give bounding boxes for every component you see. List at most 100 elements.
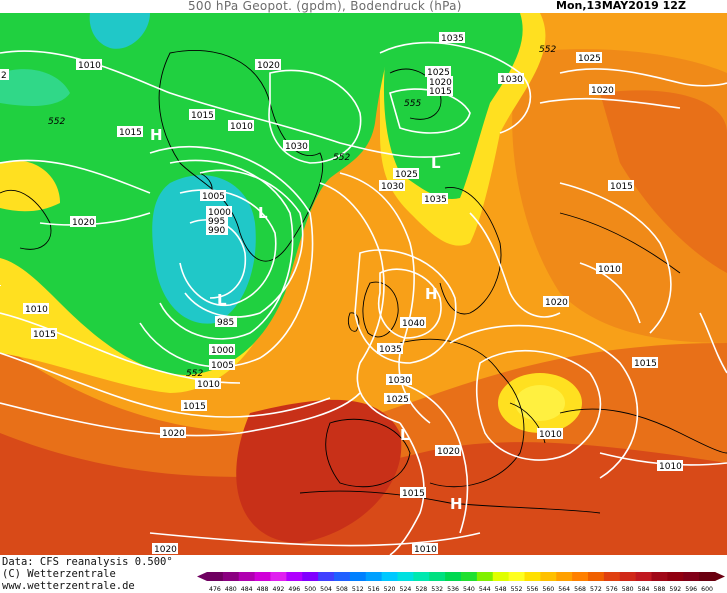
data-source-label: Data: CFS reanalysis 0.500° <box>2 556 173 568</box>
africa-coast <box>299 490 601 514</box>
isobar-label: 1010 <box>0 285 1 286</box>
field-band-588 <box>236 399 402 543</box>
svg-text:1035: 1035 <box>379 345 402 355</box>
isobar-line <box>559 182 672 334</box>
colorbar-swatch <box>588 572 605 581</box>
svg-text:1020: 1020 <box>429 78 452 88</box>
colorbar-swatch <box>445 572 462 581</box>
website-link[interactable]: www.wetterzentrale.de <box>2 580 135 592</box>
svg-text:1020: 1020 <box>437 447 460 457</box>
colorbar-swatch <box>334 572 351 581</box>
colorbar-tick-label: 544 <box>479 586 491 593</box>
map-date: Mon,13MAY2019 12Z <box>556 0 686 12</box>
svg-text:552: 552 <box>333 153 350 163</box>
field-band-548-north <box>383 13 523 199</box>
colorbar-arrow-right <box>715 572 725 581</box>
europe-coast <box>399 338 525 488</box>
isobar-line <box>339 172 431 424</box>
isobar-label: 1015 <box>427 85 453 97</box>
svg-text:1015: 1015 <box>610 182 633 192</box>
colorbar-swatch <box>397 572 414 581</box>
colorbar-tick-label: 592 <box>669 586 681 593</box>
geopotential-map: 1010 1015 1020 1015 1010 1020 1030 1015 … <box>0 13 727 555</box>
isobar-label: 1010 <box>195 378 221 390</box>
isobar-line <box>378 268 442 339</box>
low-center: L <box>217 291 227 309</box>
svg-text:1020: 1020 <box>154 545 177 555</box>
colorbar-tick-label: 540 <box>463 586 475 593</box>
isobar-line <box>475 349 602 461</box>
isobar-label: 1015 <box>400 487 426 499</box>
isobar-label: 1010 <box>76 59 102 71</box>
svg-text:1025: 1025 <box>427 68 450 78</box>
isobar-line <box>539 97 681 109</box>
isobar-line <box>179 189 277 306</box>
map-title: 500 hPa Geopot. (gpdm), Bodendruck (hPa) <box>188 0 462 13</box>
britain-coast <box>362 281 399 338</box>
low-center: L <box>431 154 441 172</box>
colorbar-swatch <box>651 572 668 581</box>
colorbar-tick-label: 564 <box>558 586 570 593</box>
svg-text:1015: 1015 <box>191 111 214 121</box>
isobar-label: 1010 <box>23 303 49 315</box>
colorbar-tick-label: 568 <box>574 586 586 593</box>
isobar-label: 1020 <box>543 296 569 308</box>
colorbar-tick-label: 576 <box>606 586 618 593</box>
isobar-line <box>39 212 151 226</box>
colorbar-swatch <box>635 572 652 581</box>
svg-text:552: 552 <box>186 369 203 379</box>
svg-text:1015: 1015 <box>33 330 56 340</box>
low-center: L <box>400 426 410 444</box>
isobar-label: 1015 <box>31 328 57 340</box>
high-center: H <box>150 126 163 144</box>
svg-text:1010: 1010 <box>230 122 253 132</box>
colorbar-swatch <box>286 572 303 581</box>
svg-text:1015: 1015 <box>429 87 452 97</box>
isobar-line <box>699 312 727 374</box>
colorbar-swatch <box>429 572 446 581</box>
colorbar-tick-label: 516 <box>368 586 380 593</box>
svg-text:1025: 1025 <box>395 170 418 180</box>
colorbar-tick-label: 504 <box>320 586 332 593</box>
isobar-label: 552 <box>48 117 65 127</box>
colorbar-tick-label: 572 <box>590 586 602 593</box>
isobar-label: 1020 <box>152 543 178 555</box>
colorbar-swatch <box>413 572 430 581</box>
colorbar-arrow-left <box>197 572 207 581</box>
svg-text:995: 995 <box>208 217 225 227</box>
isobar-label: 1015 <box>632 357 658 369</box>
pressure-centers: H L L H L H L <box>150 126 463 513</box>
map-canvas: 1010 1015 1020 1015 1010 1020 1030 1015 … <box>0 13 727 555</box>
svg-text:1010: 1010 <box>25 305 48 315</box>
svg-text:1035: 1035 <box>424 195 447 205</box>
balkan-coast <box>559 408 727 454</box>
colorbar-tick-label: 476 <box>209 586 221 593</box>
canada-coast <box>0 189 52 250</box>
isobar-label: 1020 <box>427 76 453 88</box>
isobar-line <box>559 68 727 87</box>
colorbar-swatch <box>381 572 398 581</box>
colorbar-swatch <box>270 572 287 581</box>
colorbar-tick-label: 588 <box>654 586 666 593</box>
svg-text:1025: 1025 <box>578 54 601 64</box>
isobar-label: 1015 <box>181 400 207 412</box>
colorbar-swatch <box>492 572 510 581</box>
field-band-536-north <box>89 13 150 49</box>
colorbar-swatch <box>476 572 494 581</box>
color-scale-legend: 476 480 484 488 492 496 500 504 508 512 516 520 524 5… <box>197 571 727 593</box>
isobar-line <box>319 182 401 424</box>
colorbar-tick-label: 548 <box>495 586 507 593</box>
coastlines <box>0 50 727 514</box>
isobar-label: 1010 <box>537 428 563 440</box>
colorbar-swatch <box>302 572 319 581</box>
colorbar-swatch <box>318 572 335 581</box>
colorbar-swatch <box>540 572 557 581</box>
isobar-label: 985 <box>215 316 237 328</box>
svg-text:1025: 1025 <box>386 395 409 405</box>
isobar-label: 1020 <box>255 59 281 71</box>
isobar-line <box>149 532 481 547</box>
colorbar-swatch <box>222 572 240 581</box>
svg-text:1020: 1020 <box>257 61 280 71</box>
isobar-label: 1025 <box>384 393 410 405</box>
isobar-line <box>354 249 457 364</box>
